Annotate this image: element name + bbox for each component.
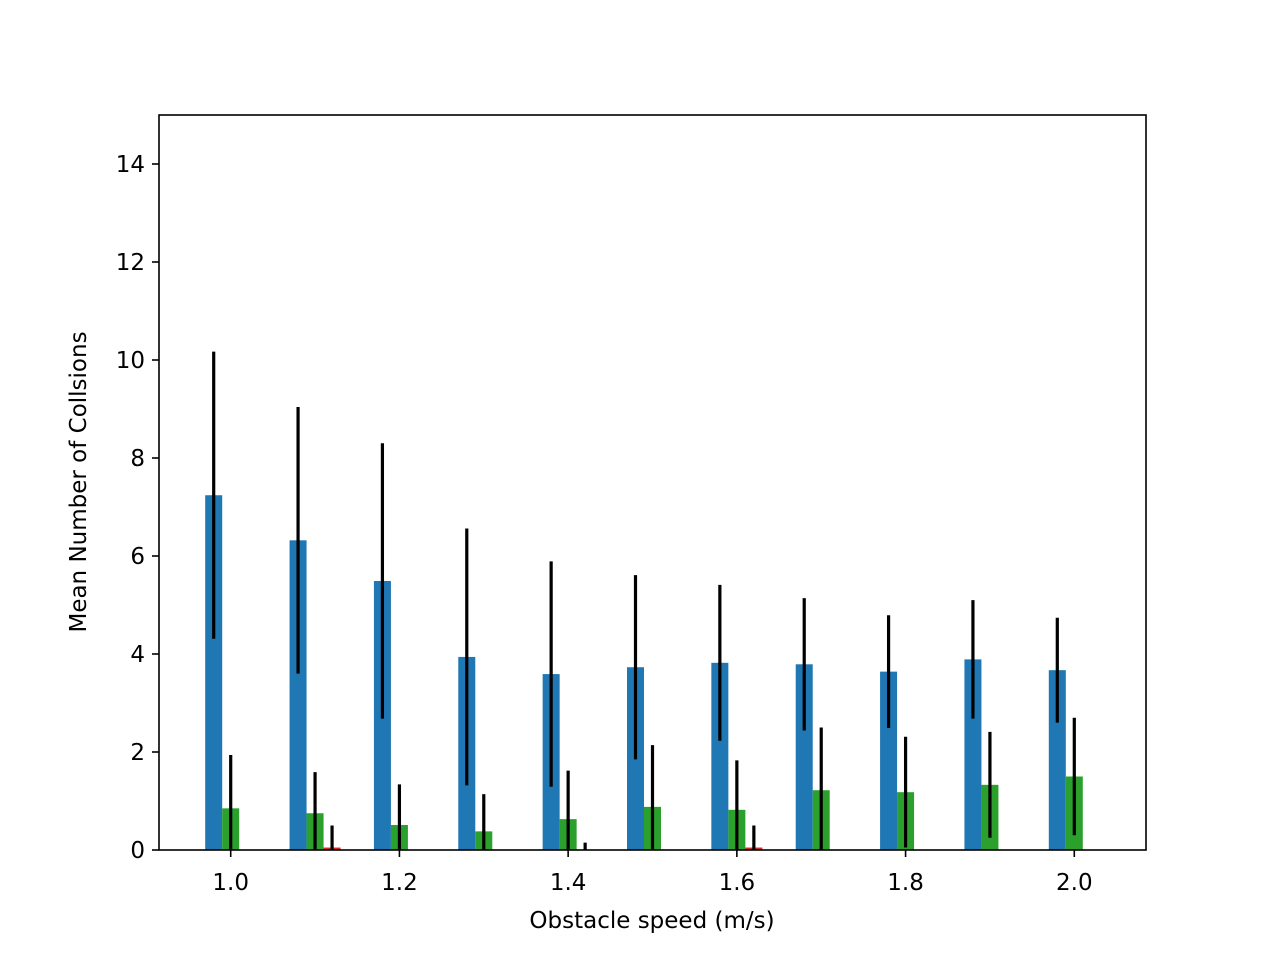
y-axis-ticks: 0 2 4 6 8 10 12 14 bbox=[116, 152, 159, 864]
y-tick-label: 6 bbox=[130, 544, 145, 570]
y-tick-label: 14 bbox=[116, 152, 145, 178]
bar bbox=[964, 659, 982, 850]
x-tick-label: 1.8 bbox=[887, 870, 924, 896]
x-tick-label: 1.6 bbox=[719, 870, 756, 896]
x-tick-label: 1.2 bbox=[381, 870, 418, 896]
bar bbox=[205, 495, 223, 850]
x-tick-label: 1.4 bbox=[550, 870, 587, 896]
bar bbox=[795, 664, 813, 850]
y-tick-label: 0 bbox=[130, 838, 145, 864]
y-tick-label: 4 bbox=[130, 642, 145, 668]
bar bbox=[880, 671, 898, 850]
x-axis-label: Obstacle speed (m/s) bbox=[529, 908, 774, 934]
bar bbox=[1048, 670, 1066, 850]
error-bars-group bbox=[212, 351, 1076, 850]
y-tick-label: 8 bbox=[130, 446, 145, 472]
x-tick-label: 2.0 bbox=[1056, 870, 1093, 896]
bar bbox=[711, 662, 729, 850]
x-tick-label: 1.0 bbox=[212, 870, 249, 896]
y-axis-label: Mean Number of Collsions bbox=[66, 331, 92, 632]
y-tick-label: 2 bbox=[130, 740, 145, 766]
x-axis-ticks: 1.0 1.2 1.4 1.6 1.8 2.0 bbox=[212, 850, 1093, 896]
bars-group bbox=[205, 495, 1083, 850]
bar bbox=[289, 540, 307, 850]
y-tick-label: 12 bbox=[116, 250, 145, 276]
plot-frame bbox=[158, 114, 1147, 851]
y-tick-label: 10 bbox=[116, 348, 145, 374]
